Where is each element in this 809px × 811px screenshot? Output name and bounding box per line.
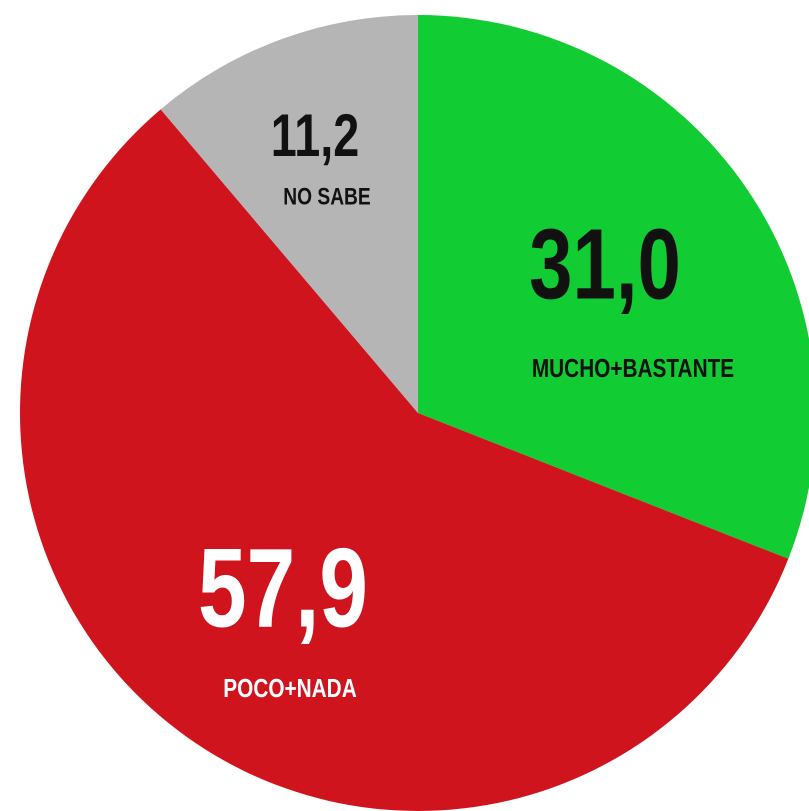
category-label: MUCHO+BASTANTE [532, 354, 734, 383]
value-label: 31,0 [529, 209, 681, 321]
category-label: NO SABE [283, 182, 370, 210]
pie-slice [160, 15, 418, 413]
value-label: 11,2 [271, 102, 360, 169]
pie-slice [418, 15, 809, 559]
pie-slice [19, 109, 789, 811]
category-label: POCO+NADA [223, 674, 356, 703]
value-label: 57,9 [198, 526, 368, 651]
